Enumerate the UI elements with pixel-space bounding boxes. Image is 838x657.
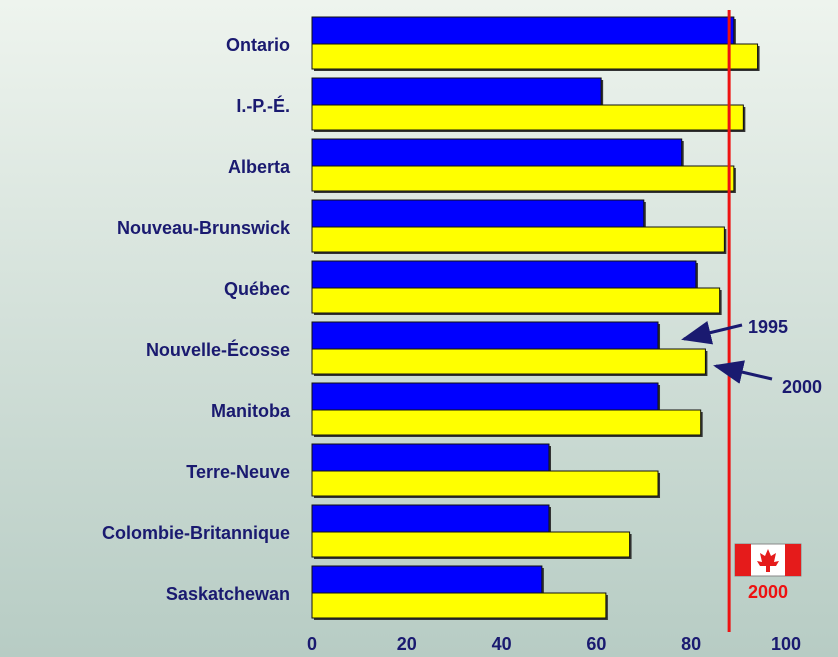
annotation-arrow	[681, 320, 743, 345]
category-label: Nouvelle-Écosse	[146, 339, 290, 360]
bar	[311, 531, 631, 558]
series-annotation: 1995	[748, 317, 788, 337]
category-label: Manitoba	[211, 401, 291, 421]
category-label: Colombie-Britannique	[102, 523, 290, 543]
x-tick-label: 60	[586, 634, 606, 654]
category-label: Alberta	[228, 157, 291, 177]
bar	[311, 199, 645, 228]
bar	[311, 592, 607, 619]
bar	[311, 138, 683, 167]
bar	[311, 409, 702, 436]
series-annotation: 2000	[782, 377, 822, 397]
category-label: Québec	[224, 279, 290, 299]
bar	[311, 16, 735, 45]
x-tick-label: 100	[771, 634, 801, 654]
bar	[311, 43, 759, 70]
bar	[311, 382, 659, 411]
x-tick-label: 80	[681, 634, 701, 654]
bar	[311, 226, 725, 253]
x-tick-label: 40	[492, 634, 512, 654]
category-label: I.-P.-É.	[236, 95, 290, 116]
bar	[311, 260, 697, 289]
annotation-arrow	[713, 360, 773, 384]
x-tick-label: 0	[307, 634, 317, 654]
bar	[311, 504, 550, 533]
bar	[311, 565, 543, 594]
bar	[311, 287, 721, 314]
bar	[311, 165, 735, 192]
x-tick-label: 20	[397, 634, 417, 654]
bar	[311, 470, 659, 497]
bar	[311, 104, 744, 131]
reference-label: 2000	[748, 582, 788, 602]
category-label: Saskatchewan	[166, 584, 290, 604]
category-label: Terre-Neuve	[186, 462, 290, 482]
category-label: Ontario	[226, 35, 290, 55]
category-label: Nouveau-Brunswick	[117, 218, 291, 238]
bar	[311, 348, 706, 375]
bar	[311, 443, 550, 472]
bar	[311, 321, 659, 350]
flag	[734, 543, 802, 577]
bar	[311, 77, 602, 106]
